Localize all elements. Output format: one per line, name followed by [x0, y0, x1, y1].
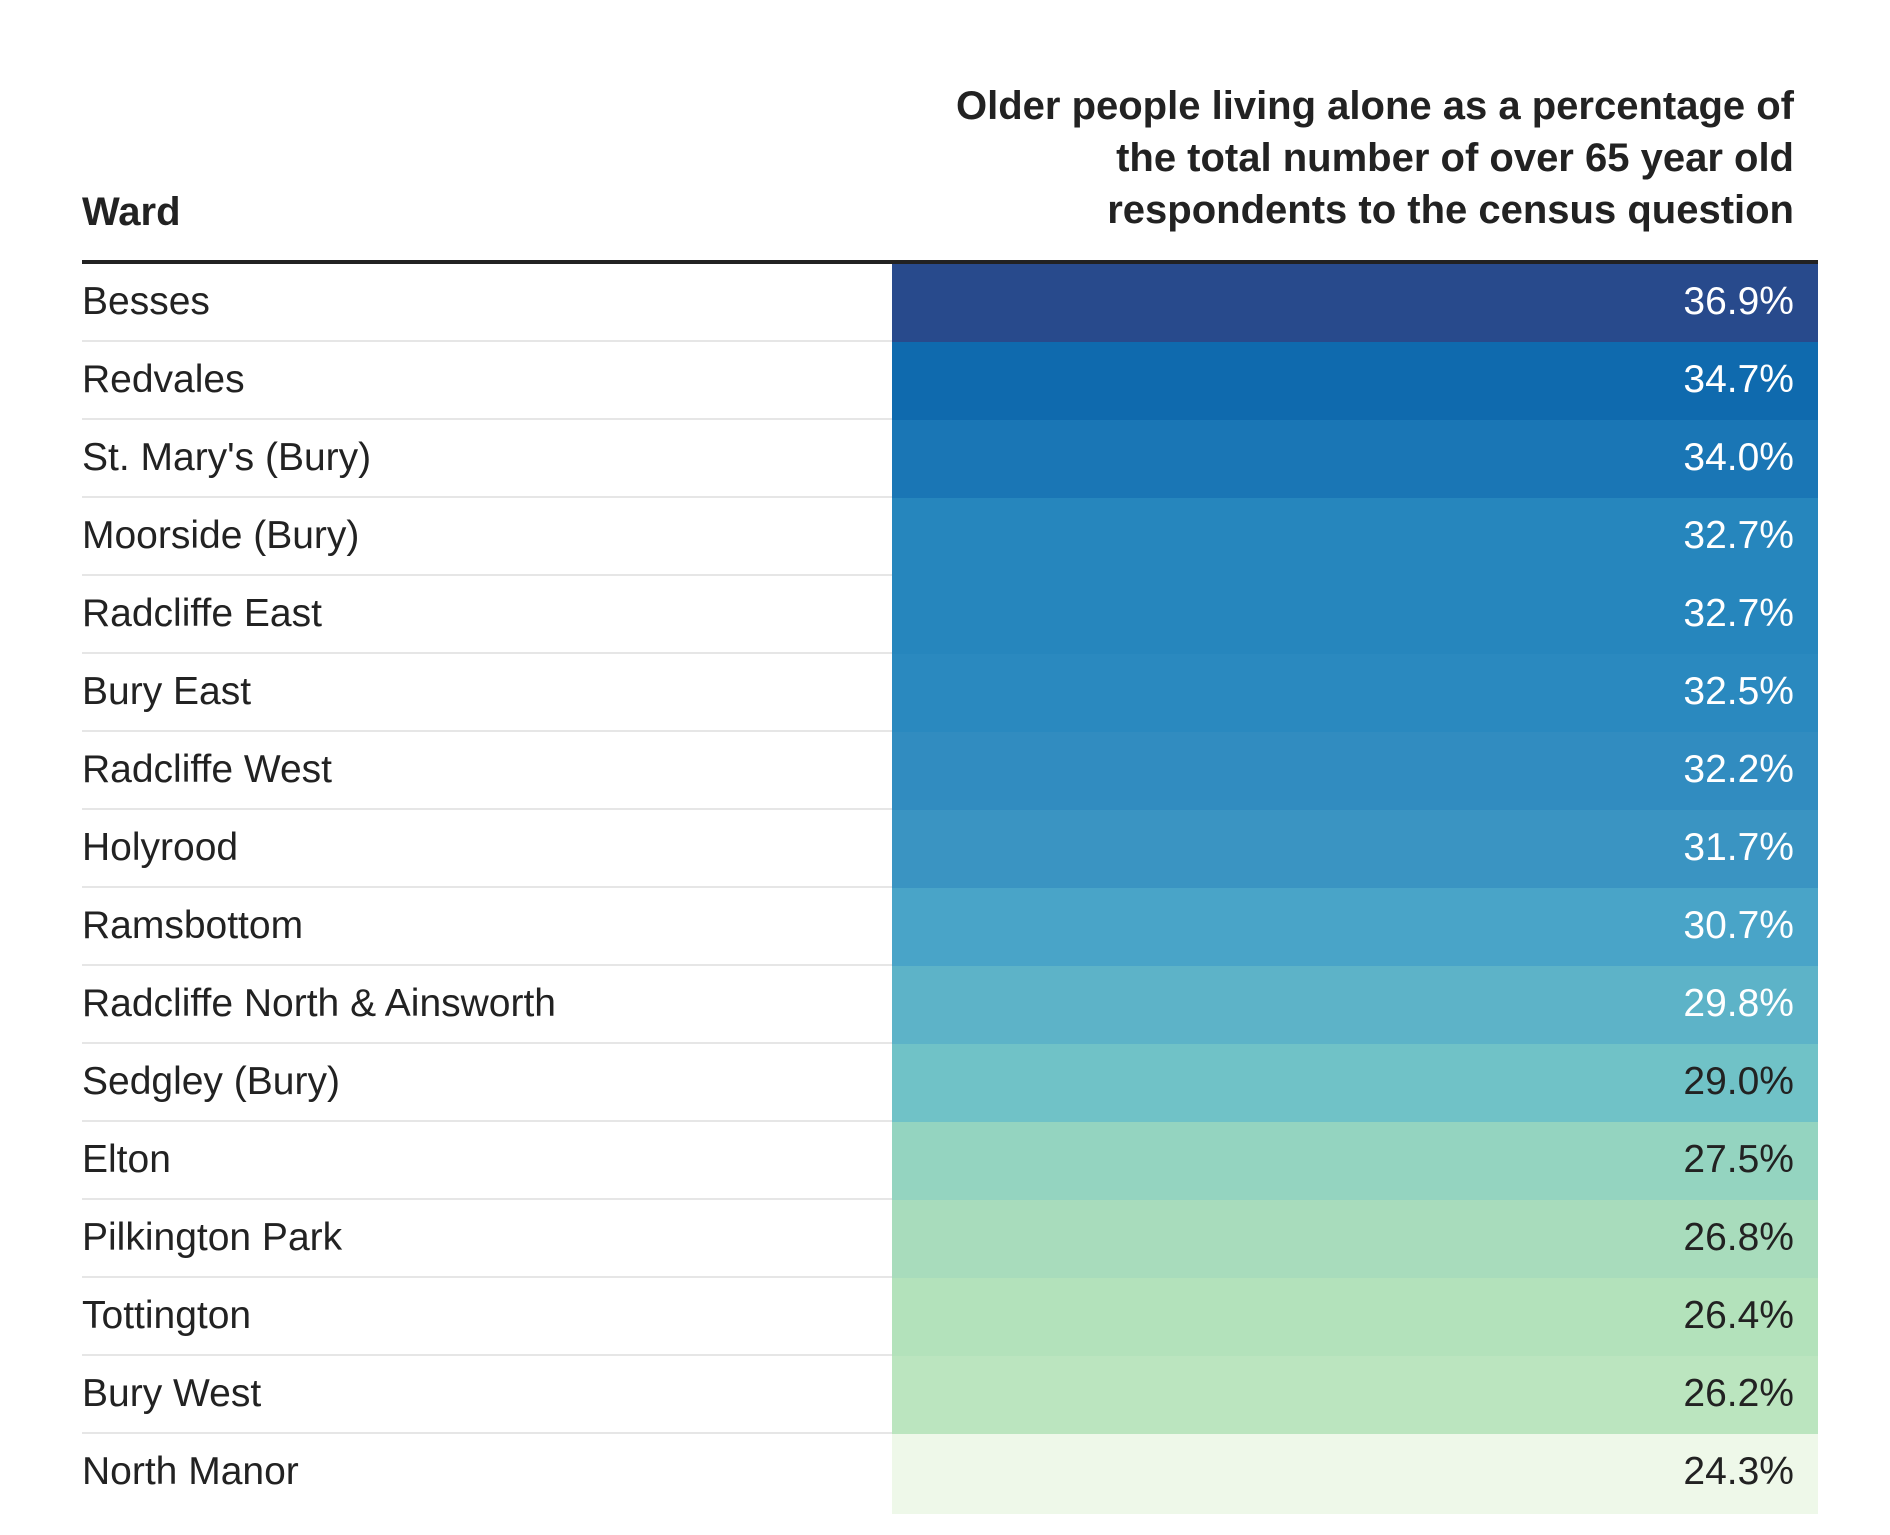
ward-name-cell: Bury West — [82, 1372, 262, 1415]
column-header-ward: Ward — [82, 190, 181, 234]
table-row: Pilkington Park 26.8% — [82, 1200, 1818, 1278]
table-row: Besses 36.9% — [82, 264, 1818, 342]
ward-name-cell: Besses — [82, 280, 210, 323]
percentage-cell: 31.7% — [892, 810, 1818, 888]
column-header-percentage: Older people living alone as a percentag… — [955, 84, 1794, 232]
table-row: Elton 27.5% — [82, 1122, 1818, 1200]
percentage-cell: 30.7% — [892, 888, 1818, 966]
ward-name-cell: Ramsbottom — [82, 904, 304, 947]
percentage-cell: 26.2% — [892, 1356, 1818, 1434]
table-row: Ramsbottom 30.7% — [82, 888, 1818, 966]
ward-name-cell: Redvales — [82, 358, 245, 401]
ward-name-cell: Tottington — [82, 1294, 252, 1337]
ward-name-cell: Radcliffe West — [82, 748, 332, 791]
table-row: Radcliffe East 32.7% — [82, 576, 1818, 654]
ward-name-cell: St. Mary's (Bury) — [82, 436, 372, 479]
percentage-cell: 32.7% — [892, 576, 1818, 654]
percentage-cell: 34.7% — [892, 342, 1818, 420]
table-row: North Manor 24.3% — [82, 1434, 1818, 1514]
percentage-cell: 32.5% — [892, 654, 1818, 732]
percentage-cell: 29.0% — [892, 1044, 1818, 1122]
table-body: Besses 36.9% Redvales 34.7% St. Mary's (Bury… — [82, 264, 1818, 1514]
ward-name-cell: Radcliffe North & Ainsworth — [82, 982, 556, 1025]
table-row: Moorside (Bury) 32.7% — [82, 498, 1818, 576]
percentage-cell: 36.9% — [892, 264, 1818, 342]
ward-name-cell: Holyrood — [82, 826, 239, 869]
table-header: Ward Older people living alone as a perc… — [82, 80, 1818, 264]
table-row: Sedgley (Bury) 29.0% — [82, 1044, 1818, 1122]
table-row: Redvales 34.7% — [82, 342, 1818, 420]
percentage-cell: 26.4% — [892, 1278, 1818, 1356]
percentage-cell: 29.8% — [892, 966, 1818, 1044]
ward-name-cell: Radcliffe East — [82, 592, 322, 635]
ward-name-cell: Sedgley (Bury) — [82, 1060, 340, 1103]
percentage-cell: 24.3% — [892, 1434, 1818, 1514]
data-table: Ward Older people living alone as a perc… — [82, 80, 1818, 1514]
ward-name-cell: Bury East — [82, 670, 252, 713]
table-row: Holyrood 31.7% — [82, 810, 1818, 888]
ward-name-cell: Pilkington Park — [82, 1216, 343, 1259]
table-row: St. Mary's (Bury) 34.0% — [82, 420, 1818, 498]
ward-name-cell: Elton — [82, 1138, 171, 1181]
table-row: Radcliffe West 32.2% — [82, 732, 1818, 810]
percentage-cell: 34.0% — [892, 420, 1818, 498]
table-row: Bury East 32.5% — [82, 654, 1818, 732]
ward-name-cell: Moorside (Bury) — [82, 514, 360, 557]
ward-name-cell: North Manor — [82, 1450, 299, 1493]
percentage-cell: 32.2% — [892, 732, 1818, 810]
table-row: Bury West 26.2% — [82, 1356, 1818, 1434]
percentage-cell: 26.8% — [892, 1200, 1818, 1278]
table-row: Tottington 26.4% — [82, 1278, 1818, 1356]
percentage-cell: 27.5% — [892, 1122, 1818, 1200]
percentage-cell: 32.7% — [892, 498, 1818, 576]
table-row: Radcliffe North & Ainsworth 29.8% — [82, 966, 1818, 1044]
